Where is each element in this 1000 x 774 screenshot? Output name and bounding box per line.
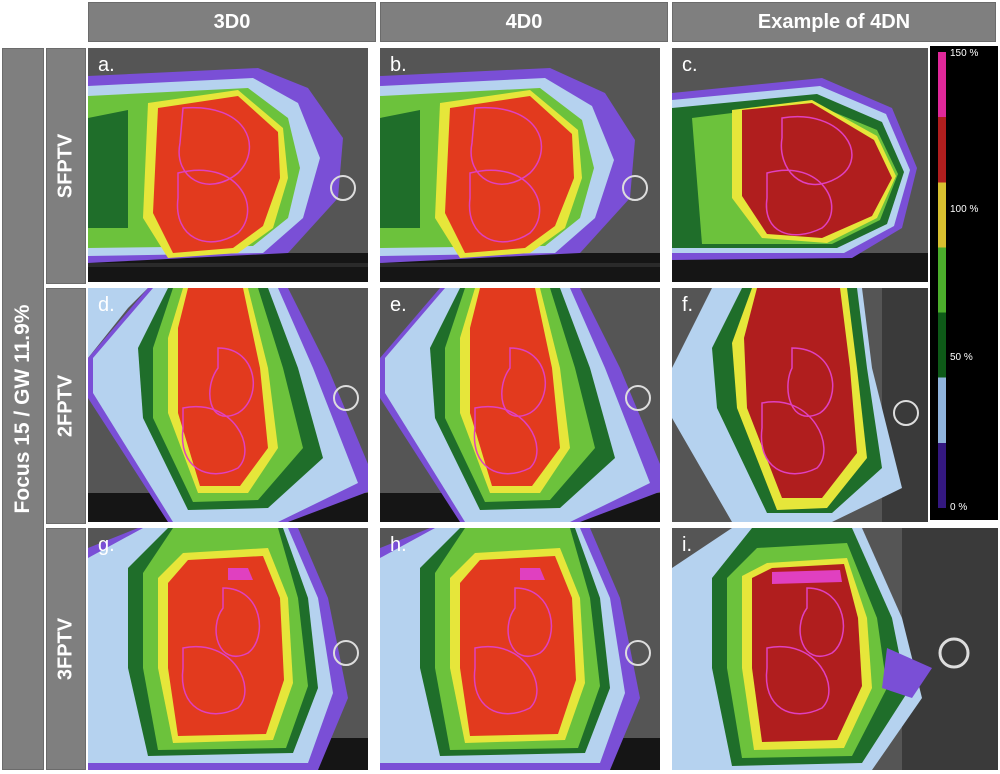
- dose-map-f: [672, 288, 928, 522]
- outer-row-label-text: Focus 15 / GW 11.9%: [11, 304, 34, 514]
- panel-label-b: b.: [390, 54, 407, 76]
- colorbar-label-100: 100 %: [950, 204, 979, 215]
- dose-map-h: [380, 528, 660, 770]
- panel-label-e: e.: [390, 294, 407, 316]
- dose-panel-a: a.: [88, 48, 368, 282]
- dose-panel-h: h.: [380, 528, 660, 770]
- colorbar-label-0: 0 %: [950, 502, 968, 513]
- colorbar-label-50: 50 %: [950, 352, 973, 363]
- panel-label-d: d.: [98, 294, 115, 316]
- panel-label-i: i.: [682, 534, 692, 556]
- dose-panel-f: f.: [672, 288, 928, 522]
- row-label-sfptv-text: SFPTV: [54, 133, 77, 199]
- column-header-4d0: 4D0: [380, 2, 668, 42]
- colorbar-strip: [938, 52, 946, 508]
- row-label-2fptv: 2FPTV: [46, 288, 86, 524]
- dose-panel-d: d.: [88, 288, 368, 522]
- row-label-2fptv-text: 2FPTV: [54, 374, 77, 438]
- panel-label-g: g.: [98, 534, 115, 556]
- dose-map-g: [88, 528, 368, 770]
- dose-panel-b: b.: [380, 48, 660, 282]
- outer-row-label: Focus 15 / GW 11.9%: [2, 48, 44, 770]
- dose-panel-c: c.: [672, 48, 928, 282]
- dose-map-e: [380, 288, 660, 522]
- dose-map-d: [88, 288, 368, 522]
- dose-map-a: [88, 48, 368, 282]
- row-label-3fptv: 3FPTV: [46, 528, 86, 770]
- panel-label-h: h.: [390, 534, 407, 556]
- row-label-sfptv: SFPTV: [46, 48, 86, 284]
- dose-map-i: [672, 528, 998, 770]
- panel-label-a: a.: [98, 54, 115, 76]
- row-label-3fptv-text: 3FPTV: [54, 617, 77, 681]
- dose-map-b: [380, 48, 660, 282]
- dose-colorbar: 150 % 100 % 50 % 0 %: [930, 46, 998, 520]
- dose-map-c: [672, 48, 928, 282]
- column-header-3d0: 3D0: [88, 2, 376, 42]
- dose-panel-g: g.: [88, 528, 368, 770]
- colorbar-label-150: 150 %: [950, 48, 979, 59]
- dose-panel-e: e.: [380, 288, 660, 522]
- dose-panel-i: i.: [672, 528, 998, 770]
- column-header-4dn: Example of 4DN: [672, 2, 996, 42]
- panel-label-f: f.: [682, 294, 694, 316]
- panel-label-c: c.: [682, 54, 698, 76]
